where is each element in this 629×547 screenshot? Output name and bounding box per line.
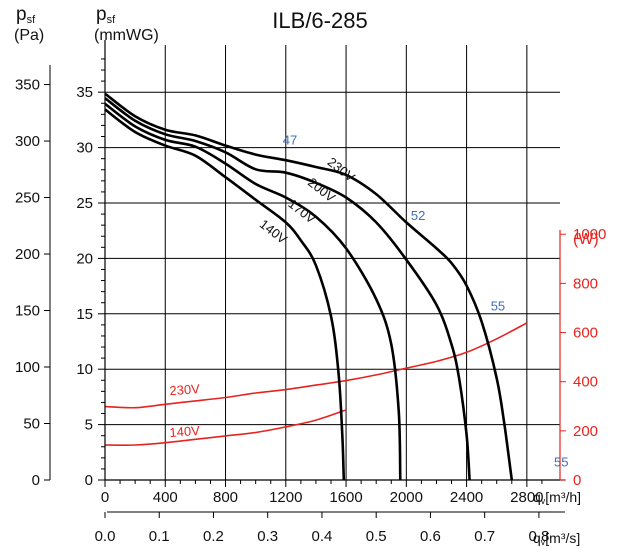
power-series-label: 140V (169, 423, 201, 440)
left-axis-pa-symbol: psf (16, 4, 36, 26)
mmwg-tick-label: 0 (85, 472, 93, 489)
pa-tick-label: 50 (23, 416, 40, 433)
m3s-tick-label: 0.2 (203, 528, 224, 545)
grid (105, 45, 560, 480)
m3s-tick-label: 0.7 (474, 528, 495, 545)
x-axis-m3s-label: qv[m³/s] (533, 530, 580, 547)
sound-level-label: 55 (554, 454, 568, 469)
m3h-tick-label: 2000 (390, 489, 423, 506)
pressure-series-label: 200V (305, 175, 338, 206)
power-curves: 230V 140V (104, 322, 528, 446)
power-curve-140V (104, 409, 347, 446)
sound-level-label: 52 (411, 208, 425, 223)
m3s-tick-label: 0.6 (420, 528, 441, 545)
mmwg-tick-label: 25 (76, 195, 93, 212)
mmwg-tick-label: 35 (76, 84, 93, 101)
m3s-tick-label: 0.3 (257, 528, 278, 545)
m3h-tick-label: 1600 (329, 489, 362, 506)
power-tick-label: 800 (573, 275, 598, 292)
power-tick-label: 1000 (573, 226, 606, 243)
power-tick-label: 200 (573, 423, 598, 440)
pressure-series-label: 230V (325, 154, 358, 185)
sound-level-label: 55 (491, 299, 505, 314)
power-tick-label: 400 (573, 374, 598, 391)
m3h-tick-label: 2800 (510, 489, 543, 506)
pa-tick-label: 200 (15, 246, 40, 263)
pressure-series-label: 170V (285, 196, 318, 227)
sound-level-label: 47 (283, 132, 297, 147)
power-curve-230V (104, 322, 528, 409)
pa-tick-label: 250 (15, 190, 40, 207)
m3h-tick-label: 800 (213, 489, 238, 506)
mmwg-tick-label: 15 (76, 306, 93, 323)
m3h-tick-label: 400 (153, 489, 178, 506)
m3s-tick-label: 0.1 (149, 528, 170, 545)
m3s-tick-label: 0.4 (312, 528, 333, 545)
pressure-curve-170V (104, 102, 402, 481)
m3s-tick-label: 0.8 (528, 528, 549, 545)
m3h-tick-label: 0 (101, 489, 109, 506)
pa-tick-label: 350 (15, 77, 40, 94)
chart-title: ILB/6-285 (272, 8, 367, 33)
left-axis-mmwg-symbol: psf (96, 4, 116, 26)
power-series-label: 230V (169, 381, 201, 398)
left-axis-pa-unit: (Pa) (14, 27, 44, 44)
power-tick-label: 0 (573, 472, 581, 489)
pressure-curve-230V (104, 92, 514, 481)
m3h-tick-label: 1200 (269, 489, 302, 506)
m3s-tick-label: 0.0 (95, 528, 116, 545)
mmwg-tick-label: 30 (76, 140, 93, 157)
pressure-curve-200V (104, 97, 471, 481)
pa-tick-label: 0 (32, 472, 40, 489)
x-axis-m3h-label: qv[m³/h] (533, 489, 581, 506)
pa-tick-label: 150 (15, 303, 40, 320)
mmwg-tick-label: 20 (76, 250, 93, 267)
m3h-tick-label: 2400 (450, 489, 483, 506)
pa-tick-label: 300 (15, 133, 40, 150)
pa-tick-label: 100 (15, 359, 40, 376)
right-axis-unit: (W) (573, 231, 599, 248)
pressure-curve-140V (104, 108, 346, 481)
power-tick-label: 600 (573, 325, 598, 342)
mmwg-tick-label: 5 (85, 417, 93, 434)
axes (44, 40, 566, 518)
mmwg-tick-label: 10 (76, 361, 93, 378)
m3s-tick-label: 0.5 (366, 528, 387, 545)
left-axis-mmwg-unit: (mmWG) (94, 27, 159, 44)
